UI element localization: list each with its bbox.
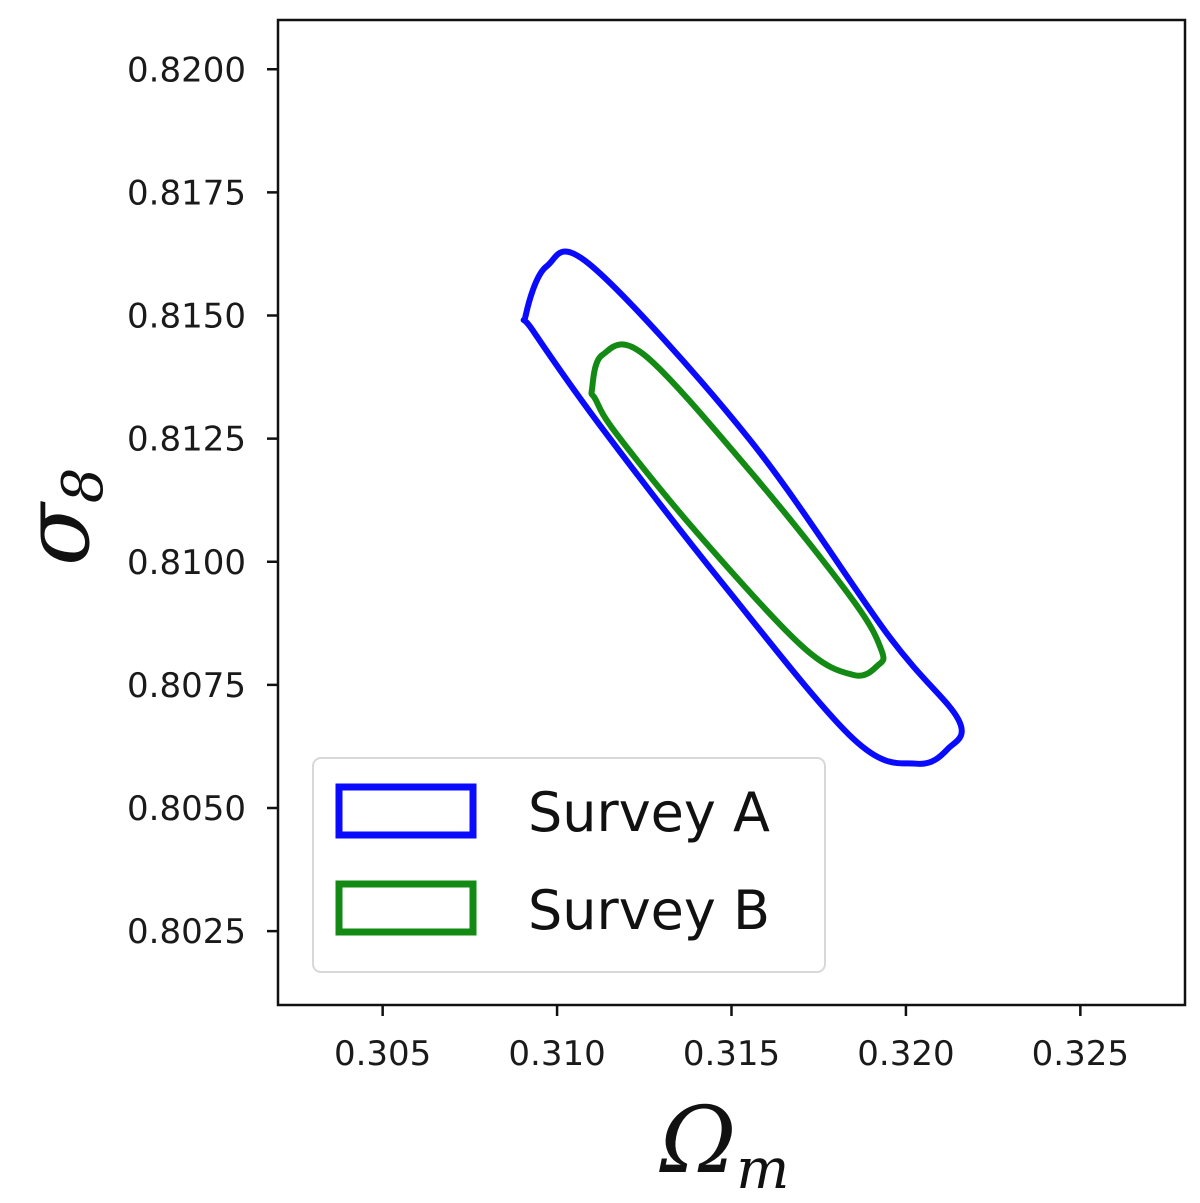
y-tick-label: 0.8050 bbox=[127, 789, 246, 829]
x-tick-label: 0.320 bbox=[857, 1034, 954, 1074]
legend-label-survey-b: Survey B bbox=[528, 879, 770, 942]
x-tick-label: 0.310 bbox=[508, 1034, 605, 1074]
y-tick-label: 0.8075 bbox=[127, 666, 246, 706]
y-axis-label: σ8 bbox=[3, 468, 116, 566]
series-layer bbox=[520, 248, 965, 767]
y-tick-label: 0.8175 bbox=[127, 173, 246, 213]
y-tick-label: 0.8125 bbox=[127, 420, 246, 460]
plot-frame bbox=[276, 18, 1187, 1007]
x-tick-label: 0.325 bbox=[1032, 1034, 1129, 1074]
y-tick-label: 0.8100 bbox=[127, 543, 246, 583]
legend-swatch-survey-a bbox=[335, 783, 477, 839]
y-tick-label: 0.8025 bbox=[127, 912, 246, 952]
y-tick-label: 0.8150 bbox=[127, 297, 246, 337]
legend-box bbox=[312, 757, 826, 973]
ticks-layer: 0.305 0.310 0.315 0.320 0.325 0.8025 0.8050 0.8… bbox=[127, 50, 1129, 1074]
contour-survey-a bbox=[520, 248, 965, 767]
x-tick-label: 0.315 bbox=[683, 1034, 780, 1074]
y-tick-label: 0.8200 bbox=[127, 50, 246, 90]
legend-label-survey-a: Survey A bbox=[528, 781, 770, 844]
legend: Survey A Survey B bbox=[312, 757, 826, 973]
x-axis-label: Ωm bbox=[659, 1087, 789, 1202]
contour-survey-b bbox=[588, 341, 887, 679]
legend-swatch-survey-b bbox=[335, 880, 477, 936]
x-tick-label: 0.305 bbox=[334, 1034, 431, 1074]
